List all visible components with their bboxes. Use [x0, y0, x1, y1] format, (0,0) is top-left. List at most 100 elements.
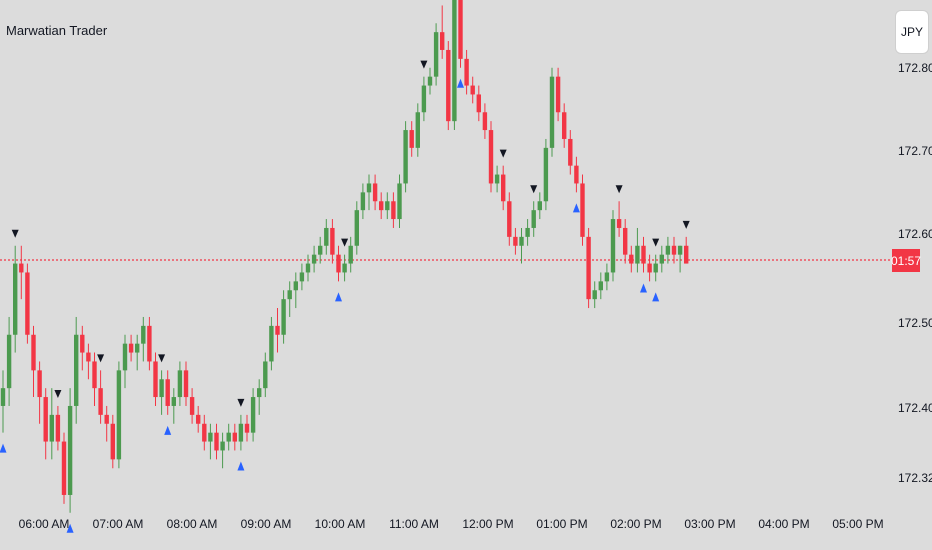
candle-body	[342, 263, 347, 273]
candle-body	[43, 397, 48, 442]
sell-signal-marker	[158, 354, 166, 363]
candle-body	[391, 201, 396, 220]
candle-body	[189, 397, 195, 415]
candle-body	[263, 361, 268, 389]
candle-body	[531, 210, 536, 228]
buy-signal-marker	[66, 523, 74, 533]
candle-body	[421, 85, 427, 113]
candle-body	[659, 254, 664, 264]
currency-button[interactable]: JPY	[895, 10, 929, 54]
candle-body	[488, 130, 494, 184]
candle-body	[562, 112, 567, 139]
candle-body	[31, 334, 36, 371]
candle-body	[275, 325, 280, 335]
candle-body	[183, 370, 189, 398]
candle-body	[494, 174, 500, 184]
sell-signal-marker	[11, 229, 19, 238]
candle-body	[415, 112, 420, 148]
sell-signal-marker	[341, 238, 349, 247]
buy-signal-marker	[237, 461, 245, 471]
candle-body	[684, 245, 689, 264]
buy-signal-marker	[457, 78, 464, 88]
candle-body	[159, 379, 164, 398]
candle-body	[574, 165, 579, 184]
candle-body	[122, 343, 128, 371]
y-axis-tick-label: 172.700	[898, 144, 932, 158]
candle-body	[37, 370, 42, 398]
candle-body	[257, 388, 262, 398]
candle-body	[403, 130, 408, 184]
candle-body	[653, 263, 658, 273]
x-axis-tick-label: 02:00 PM	[610, 517, 661, 531]
candle-body	[507, 201, 512, 237]
candle-body	[238, 423, 244, 442]
x-axis-tick-label: 08:00 AM	[167, 517, 218, 531]
candle-body	[147, 325, 152, 362]
candle-body	[171, 397, 176, 406]
candle-body	[543, 147, 549, 202]
candle-body	[616, 219, 622, 228]
sell-signal-marker	[652, 238, 660, 247]
candle-body	[568, 138, 573, 166]
buy-signal-marker	[572, 203, 580, 213]
y-axis-tick-label: 172.400	[898, 401, 932, 415]
candle-body	[287, 290, 292, 300]
sell-signal-marker	[530, 185, 538, 194]
candle-body	[153, 361, 158, 398]
candle-body	[580, 183, 585, 237]
candle-body	[269, 325, 274, 362]
candle-body	[214, 432, 219, 451]
sell-signal-marker	[615, 185, 623, 194]
candle-body	[677, 245, 683, 255]
candle-body	[61, 441, 67, 495]
candle-body	[409, 130, 414, 148]
candle-body	[86, 352, 91, 362]
candle-body	[397, 183, 402, 220]
y-axis-tick-label: 172.800	[898, 61, 932, 75]
candle-body	[458, 0, 463, 59]
x-axis-tick-label: 07:00 AM	[93, 517, 144, 531]
price-countdown-tag: 01:57	[891, 249, 921, 272]
candle-body	[360, 192, 366, 211]
candle-body	[647, 263, 652, 273]
candle-body	[537, 201, 542, 211]
buy-signal-marker	[652, 292, 660, 302]
candle-body	[25, 272, 30, 335]
candle-body	[6, 334, 12, 389]
candle-body	[196, 414, 201, 424]
candle-body	[74, 334, 79, 406]
candle-body	[555, 76, 561, 113]
buy-signal-marker	[335, 292, 342, 302]
candle-body	[623, 227, 628, 255]
candle-body	[482, 112, 488, 131]
candle-body	[629, 254, 634, 264]
candle-body	[635, 245, 640, 264]
x-axis-tick-label: 06:00 AM	[19, 517, 70, 531]
candle-body	[671, 245, 677, 255]
candle-body	[610, 219, 616, 273]
candle-body	[177, 370, 183, 398]
candle-body	[92, 361, 97, 389]
candle-body	[220, 441, 225, 451]
candle-body	[135, 343, 140, 353]
sell-signal-marker	[682, 220, 690, 229]
candle-body	[305, 263, 311, 273]
candle-body	[67, 405, 73, 495]
candle-body	[0, 388, 6, 406]
candle-body	[226, 432, 231, 442]
candle-body	[128, 343, 134, 353]
candle-body	[598, 281, 603, 291]
candle-body	[366, 183, 372, 193]
candle-body	[427, 76, 433, 86]
candle-body	[592, 290, 597, 300]
candle-body	[513, 236, 518, 246]
candle-body	[452, 0, 457, 122]
x-axis-tick-label: 12:00 PM	[462, 517, 513, 531]
candle-body	[549, 76, 555, 148]
candle-body	[464, 58, 469, 86]
candle-body	[311, 254, 317, 264]
x-axis-tick-label: 04:00 PM	[758, 517, 809, 531]
candle-body	[501, 174, 506, 202]
